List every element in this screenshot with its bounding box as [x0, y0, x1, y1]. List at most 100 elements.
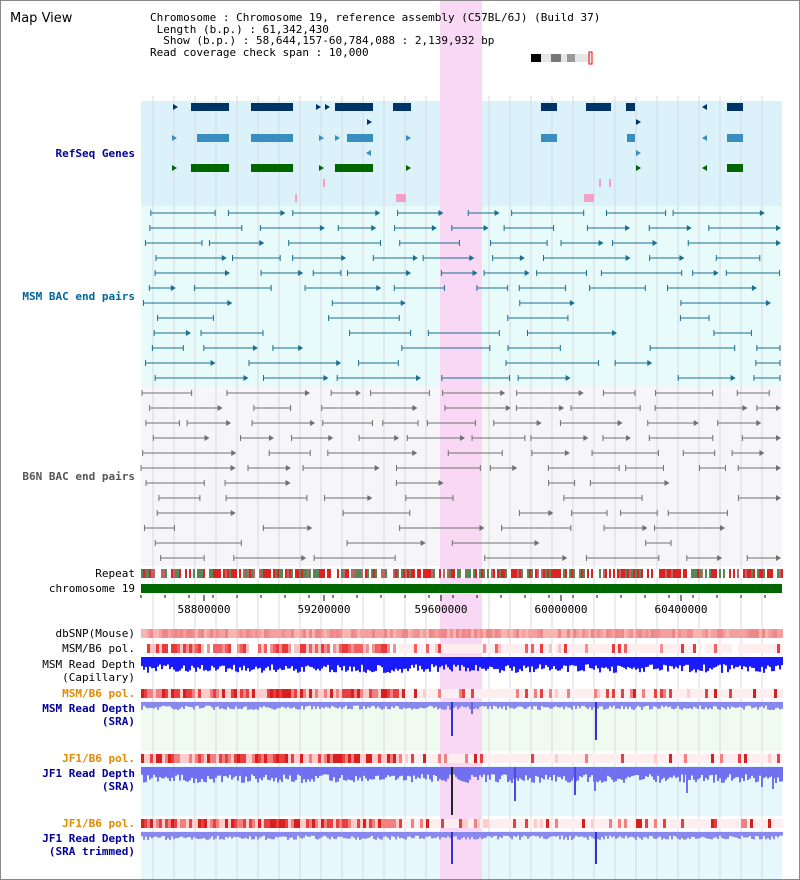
msm-depth-sra-bar	[323, 702, 325, 709]
jf1-depth-trim-bar	[661, 832, 663, 840]
jf1-pol-trim-bin	[687, 819, 690, 828]
repeat-segment	[293, 569, 295, 578]
jf1-depth-trim-bar	[487, 832, 489, 837]
track-label-msm-depth-sra[interactable]: MSM Read Depth	[42, 702, 135, 715]
msm-depth-sra-bar	[687, 702, 689, 709]
jf1-depth-sra-bar	[329, 767, 331, 781]
msm-depth-capillary-bar	[439, 657, 441, 668]
msm-depth-sra-bar	[155, 702, 157, 708]
track-label-msm-b6-pol-sra[interactable]: MSM/B6 pol.	[62, 687, 135, 700]
jf1-pol-trim-bin	[537, 819, 540, 828]
jf1-depth-sra-bar	[315, 767, 317, 777]
dbsnp-bin	[603, 629, 606, 638]
msm-depth-capillary-bar	[367, 657, 369, 670]
jf1-depth-trim-bar	[395, 832, 397, 840]
jf1-pol-bin	[501, 754, 504, 763]
msm-depth-capillary-bar	[163, 657, 165, 666]
dbsnp-bin	[309, 629, 312, 638]
jf1-pol-bin	[246, 754, 249, 763]
jf1-pol-trim-bin	[522, 819, 525, 828]
msm-depth-capillary-bar	[311, 657, 313, 668]
jf1-pol-bin	[621, 754, 624, 763]
jf1-depth-trim-bar	[343, 832, 345, 839]
track-label-msm-depth-capillary[interactable]: MSM Read Depth	[42, 658, 135, 671]
repeat-segment	[397, 569, 399, 578]
jf1-pol-trim-bin	[396, 819, 399, 828]
b6n-bac-pair	[412, 450, 418, 456]
msm-depth-capillary-bar	[453, 657, 455, 665]
msm-pol-sra-bin	[693, 689, 696, 698]
msm-depth-capillary-bar	[207, 657, 209, 672]
jf1-pol-bin	[258, 754, 261, 763]
track-label-jf1-b6-pol[interactable]: JF1/B6 pol.	[62, 752, 135, 765]
msm-pol-sra-bin	[777, 689, 780, 698]
dbsnp-bin	[657, 629, 660, 638]
msm-pol-bin	[765, 644, 768, 653]
jf1-depth-sra-bar	[713, 767, 715, 783]
msm-depth-sra-bar	[371, 702, 373, 706]
track-label-jf1-b6-pol-trim[interactable]: JF1/B6 pol.	[62, 817, 135, 830]
jf1-depth-sra-bar	[301, 767, 303, 783]
msm-bac-pair	[472, 270, 478, 276]
jf1-depth-sra-bar	[723, 767, 725, 783]
jf1-pol-bin	[564, 754, 567, 763]
jf1-depth-sra-bar	[339, 767, 341, 779]
repeat-segment	[213, 569, 215, 578]
msm-pol-bin	[357, 644, 360, 653]
msm-depth-capillary-bar	[189, 657, 191, 671]
msm-pol-sra-bin	[555, 689, 558, 698]
track-label-b6n-bac[interactable]: B6N BAC end pairs	[22, 470, 135, 483]
jf1-pol-trim-bin	[282, 819, 285, 828]
track-label-msm-b6-pol[interactable]: MSM/B6 pol.	[62, 642, 135, 655]
msm-pol-sra-bin	[324, 689, 327, 698]
track-label-msm-bac[interactable]: MSM BAC end pairs	[22, 290, 135, 303]
msm-depth-sra-bar	[683, 702, 685, 709]
jf1-depth-sra-bar	[491, 767, 493, 775]
jf1-pol-trim-bin	[699, 819, 702, 828]
b6n-bac-pair	[562, 555, 568, 561]
msm-pol-bin	[540, 644, 543, 653]
repeat-segment	[349, 569, 351, 578]
jf1-depth-trim-bar	[531, 832, 533, 836]
jf1-depth-trim-bar	[179, 832, 181, 838]
repeat-segment	[353, 569, 355, 578]
track-label-jf1-depth-sra[interactable]: JF1 Read Depth	[42, 767, 135, 780]
jf1-pol-bin	[486, 754, 489, 763]
repeat-segment	[321, 569, 323, 578]
msm-pol-bin	[726, 644, 729, 653]
msm-pol-sra-bin	[429, 689, 432, 698]
jf1-pol-trim-bin	[777, 819, 780, 828]
track-label-repeat[interactable]: Repeat	[95, 567, 135, 580]
msm-pol-bin	[441, 644, 444, 653]
jf1-depth-sra-bar	[559, 767, 561, 778]
repeat-segment	[565, 569, 567, 578]
track-label-refseq-genes[interactable]: RefSeq Genes	[55, 147, 135, 160]
track-label-jf1-depth-trimmed[interactable]: JF1 Read Depth	[42, 832, 135, 845]
msm-pol-bin	[267, 644, 270, 653]
dbsnp-bin	[339, 629, 342, 638]
b6n-bac-pair	[583, 435, 589, 441]
track-label-chromosome[interactable]: chromosome 19	[48, 582, 135, 595]
msm-depth-capillary-bar	[469, 657, 471, 672]
msm-pol-sra-bin	[519, 689, 522, 698]
msm-depth-sra-bar	[625, 702, 627, 707]
msm-pol-bin	[417, 644, 420, 653]
b6n-bac-pair	[559, 405, 565, 411]
msm-depth-capillary-bar	[679, 657, 681, 666]
track-label-dbsnp[interactable]: dbSNP(Mouse)	[55, 627, 135, 640]
msm-depth-sra-bar-peak	[471, 702, 473, 714]
jf1-pol-trim-bin	[207, 819, 210, 828]
msm-depth-sra-bar	[419, 702, 421, 708]
jf1-pol-trim-bin	[657, 819, 660, 828]
msm-depth-capillary-bar	[567, 657, 569, 673]
repeat-segment	[227, 569, 229, 578]
jf1-depth-trim-bar	[737, 832, 739, 839]
jf1-depth-sra-bar	[651, 767, 653, 777]
jf1-depth-trim-bar	[769, 832, 771, 840]
jf1-pol-trim-bin	[453, 819, 456, 828]
msm-pol-sra-bin	[651, 689, 654, 698]
repeat-segment	[345, 569, 347, 578]
msm-depth-capillary-bar	[705, 657, 707, 673]
repeat-segment	[579, 569, 581, 578]
